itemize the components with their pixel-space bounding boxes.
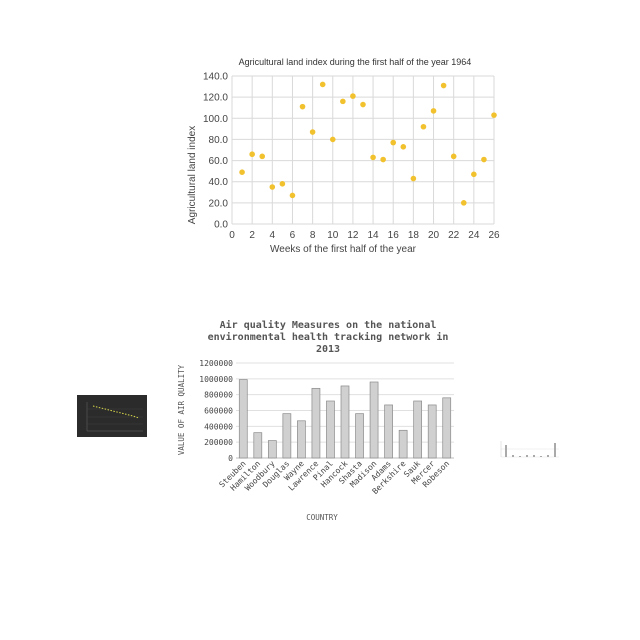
scatter-y-tick-label: 20.0 xyxy=(209,198,229,209)
scatter-x-tick-label: 6 xyxy=(290,230,296,241)
scatter-point xyxy=(360,101,366,108)
scatter-x-tick-label: 0 xyxy=(229,230,235,241)
scatter-point xyxy=(471,171,477,178)
scatter-chart: Agricultural land index during the first… xyxy=(180,50,510,265)
bar xyxy=(398,429,408,459)
bar-y-tick-label: 1200000 xyxy=(199,359,233,368)
scatter-point xyxy=(410,175,417,182)
bar xyxy=(355,413,364,459)
dark-chart-thumbnail xyxy=(77,395,147,437)
bar xyxy=(442,397,452,459)
bar-y-tick-label: 600000 xyxy=(204,407,233,416)
scatter-point xyxy=(340,98,346,105)
scatter-point xyxy=(420,123,427,130)
scatter-point xyxy=(299,103,306,110)
scatter-y-tick-label: 80.0 xyxy=(209,135,229,146)
scatter-point xyxy=(319,81,326,88)
scatter-y-tick-label: 140.0 xyxy=(203,72,228,83)
bar xyxy=(413,400,423,459)
bar-chart: Air quality Measures on the national env… xyxy=(170,312,470,527)
scatter-y-tick-label: 60.0 xyxy=(209,156,229,167)
bar xyxy=(311,387,321,459)
light-chart-thumbnail-svg xyxy=(500,441,559,458)
bar xyxy=(427,404,437,459)
scatter-point xyxy=(239,169,245,175)
scatter-x-tick-label: 16 xyxy=(388,230,400,241)
bar-category-labels: SteubenHamiltonWoodburyDouglasWayneLawre… xyxy=(217,459,451,496)
bar-bars xyxy=(238,379,452,459)
scatter-gridlines xyxy=(231,75,495,225)
scatter-y-tick-label: 120.0 xyxy=(203,93,228,104)
scatter-x-tick-label: 26 xyxy=(488,230,500,241)
scatter-x-tick-label: 2 xyxy=(249,230,255,241)
bar-y-tick-label: 200000 xyxy=(204,438,233,447)
scatter-point xyxy=(350,93,356,99)
scatter-x-tick-label: 10 xyxy=(327,230,339,241)
bar xyxy=(267,440,277,459)
scatter-x-tick-label: 12 xyxy=(347,230,359,241)
scatter-point xyxy=(289,192,296,199)
bar xyxy=(340,385,350,459)
bar-y-tick-label: 1000000 xyxy=(199,375,233,384)
scatter-chart-svg: Agricultural land index during the first… xyxy=(187,57,500,255)
bar-chart-title-line-2: environmental health tracking network in xyxy=(208,331,449,343)
dark-chart-thumbnail-svg xyxy=(86,402,143,432)
bar-x-axis-label: COUNTRY xyxy=(306,513,338,522)
scatter-x-tick-label: 20 xyxy=(428,230,440,241)
bar-tick-labels: 0 200000 400000 600000 800000 1000000 1200000 xyxy=(199,359,233,463)
scatter-point xyxy=(440,82,447,89)
scatter-chart-title: Agricultural land index during the first… xyxy=(239,57,472,67)
scatter-point xyxy=(460,200,467,206)
scatter-y-axis-label: Agricultural land index xyxy=(187,126,198,224)
bar-y-tick-label: 400000 xyxy=(204,422,233,431)
scatter-point xyxy=(430,108,437,114)
bar xyxy=(253,432,263,459)
scatter-y-tick-label: 0.0 xyxy=(214,220,228,231)
scatter-point xyxy=(390,139,397,146)
scatter-point xyxy=(481,156,487,163)
scatter-point xyxy=(279,181,286,187)
bar-y-axis-label: VALUE OF AIR QUALITY xyxy=(177,364,186,455)
scatter-x-tick-label: 8 xyxy=(310,230,316,241)
scatter-point xyxy=(450,153,457,160)
bar xyxy=(282,413,292,459)
scatter-x-tick-label: 4 xyxy=(270,230,276,241)
scatter-point xyxy=(249,151,255,158)
scatter-x-tick-label: 24 xyxy=(468,230,480,241)
scatter-point xyxy=(400,144,407,150)
scatter-point xyxy=(329,136,336,143)
light-chart-thumbnail xyxy=(493,435,563,483)
scatter-point xyxy=(491,112,497,118)
bar-chart-title-line-1: Air quality Measures on the national xyxy=(220,319,437,331)
bar-chart-title-line-3: 2013 xyxy=(316,344,340,355)
scatter-x-axis-label: Weeks of the first half of the year xyxy=(270,244,417,255)
scatter-point xyxy=(370,154,376,161)
bar-y-tick-label: 0 xyxy=(228,454,233,463)
scatter-point xyxy=(259,153,266,160)
scatter-x-tick-label: 22 xyxy=(448,230,460,241)
scatter-x-tick-label: 18 xyxy=(408,230,420,241)
scatter-y-tick-label: 100.0 xyxy=(203,114,228,125)
scatter-point xyxy=(309,129,316,135)
scatter-points xyxy=(239,81,497,206)
bar xyxy=(384,404,393,459)
bar xyxy=(238,379,248,459)
scatter-x-tick-label: 14 xyxy=(368,230,380,241)
bar-chart-svg: Air quality Measures on the national env… xyxy=(177,319,454,522)
bar xyxy=(369,381,379,459)
bar xyxy=(297,420,306,459)
scatter-y-tick-label: 40.0 xyxy=(209,177,229,188)
scatter-point xyxy=(380,156,386,163)
scatter-point xyxy=(269,184,276,190)
bar-y-tick-label: 800000 xyxy=(204,391,233,400)
bar xyxy=(326,400,335,459)
